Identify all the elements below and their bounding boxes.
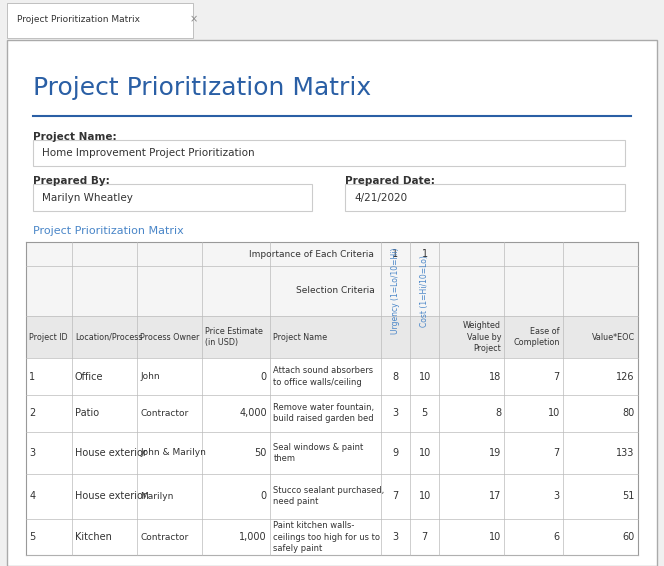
Text: 1,000: 1,000 (239, 532, 267, 542)
Text: Importance of Each Criteria: Importance of Each Criteria (250, 250, 374, 259)
FancyBboxPatch shape (26, 395, 638, 432)
Text: Contractor: Contractor (140, 533, 189, 542)
Text: Paint kitchen walls-
ceilings too high for us to
safely paint: Paint kitchen walls- ceilings too high f… (274, 521, 380, 552)
Text: 4,000: 4,000 (239, 408, 267, 418)
Text: 60: 60 (622, 532, 635, 542)
Text: John & Marilyn: John & Marilyn (140, 448, 206, 457)
Text: Stucco sealant purchased,
need paint: Stucco sealant purchased, need paint (274, 486, 384, 507)
Text: Project Name: Project Name (274, 332, 327, 341)
FancyBboxPatch shape (7, 3, 193, 37)
FancyBboxPatch shape (33, 140, 625, 166)
Text: 1: 1 (29, 371, 36, 381)
Text: 10: 10 (548, 408, 560, 418)
FancyBboxPatch shape (26, 266, 638, 316)
Text: Cost (1=Hi/10=Lo): Cost (1=Hi/10=Lo) (420, 255, 429, 327)
FancyBboxPatch shape (26, 474, 638, 518)
FancyBboxPatch shape (345, 185, 625, 211)
Text: 8: 8 (495, 408, 501, 418)
Text: 5: 5 (29, 532, 36, 542)
Text: Project Prioritization Matrix: Project Prioritization Matrix (33, 76, 371, 101)
Text: 4/21/2020: 4/21/2020 (355, 192, 408, 203)
Text: Seal windows & paint
them: Seal windows & paint them (274, 443, 364, 463)
Text: 3: 3 (554, 491, 560, 501)
Text: 133: 133 (616, 448, 635, 458)
Text: 51: 51 (622, 491, 635, 501)
Text: 3: 3 (29, 448, 36, 458)
Text: 4: 4 (29, 491, 36, 501)
FancyBboxPatch shape (33, 185, 313, 211)
Text: Price Estimate
(in USD): Price Estimate (in USD) (205, 327, 263, 347)
Text: Urgency (1=Lo/10=Hi): Urgency (1=Lo/10=Hi) (391, 248, 400, 334)
FancyBboxPatch shape (26, 358, 638, 395)
Text: ×: × (189, 14, 197, 24)
Text: Project Prioritization Matrix: Project Prioritization Matrix (17, 15, 139, 24)
FancyBboxPatch shape (26, 316, 638, 358)
Text: 7: 7 (554, 448, 560, 458)
Text: Process Owner: Process Owner (140, 332, 199, 341)
Text: 8: 8 (392, 371, 398, 381)
Text: Weighted
Value by
Project: Weighted Value by Project (463, 321, 501, 353)
Text: 10: 10 (418, 448, 431, 458)
Text: Prepared Date:: Prepared Date: (345, 177, 435, 186)
FancyBboxPatch shape (26, 242, 638, 266)
Text: Value*EOC: Value*EOC (592, 332, 635, 341)
Text: 5: 5 (422, 408, 428, 418)
Text: Patio: Patio (75, 408, 99, 418)
Text: 2: 2 (29, 408, 36, 418)
Text: 10: 10 (418, 491, 431, 501)
Text: 19: 19 (489, 448, 501, 458)
Text: Project Prioritization Matrix: Project Prioritization Matrix (33, 226, 183, 237)
Text: 9: 9 (392, 448, 398, 458)
Text: Office: Office (75, 371, 104, 381)
Text: 17: 17 (489, 491, 501, 501)
FancyBboxPatch shape (26, 518, 638, 555)
Text: 7: 7 (422, 532, 428, 542)
Text: 3: 3 (392, 408, 398, 418)
Text: Home Improvement Project Prioritization: Home Improvement Project Prioritization (42, 148, 255, 158)
Text: 0: 0 (261, 371, 267, 381)
Text: 0: 0 (261, 491, 267, 501)
Text: Attach sound absorbers
to office walls/ceiling: Attach sound absorbers to office walls/c… (274, 366, 374, 387)
Text: 7: 7 (554, 371, 560, 381)
Text: Kitchen: Kitchen (75, 532, 112, 542)
Text: Marilyn Wheatley: Marilyn Wheatley (42, 192, 133, 203)
Text: John: John (140, 372, 159, 381)
Text: Contractor: Contractor (140, 409, 189, 418)
Text: 7: 7 (392, 491, 398, 501)
Text: 80: 80 (622, 408, 635, 418)
Text: Location/Process: Location/Process (75, 332, 143, 341)
Text: 10: 10 (489, 532, 501, 542)
Text: Selection Criteria: Selection Criteria (295, 286, 374, 295)
Text: Marilyn: Marilyn (140, 492, 173, 501)
Text: 3: 3 (392, 532, 398, 542)
Text: Remove water fountain,
build raised garden bed: Remove water fountain, build raised gard… (274, 404, 374, 423)
Text: 10: 10 (418, 371, 431, 381)
Text: 1: 1 (392, 249, 398, 259)
Text: 1: 1 (422, 249, 428, 259)
Text: House exterior: House exterior (75, 491, 147, 501)
FancyBboxPatch shape (26, 432, 638, 474)
Text: 126: 126 (616, 371, 635, 381)
Text: House exterior: House exterior (75, 448, 147, 458)
Text: Prepared By:: Prepared By: (33, 177, 110, 186)
Text: Project Name:: Project Name: (33, 132, 116, 142)
Text: 6: 6 (554, 532, 560, 542)
Text: Ease of
Completion: Ease of Completion (513, 327, 560, 347)
Text: 18: 18 (489, 371, 501, 381)
FancyBboxPatch shape (7, 40, 657, 566)
Text: 50: 50 (254, 448, 267, 458)
Text: Project ID: Project ID (29, 332, 68, 341)
